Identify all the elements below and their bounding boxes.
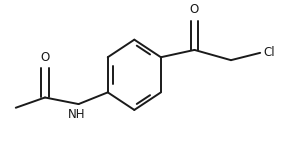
Text: O: O bbox=[190, 3, 199, 16]
Text: NH: NH bbox=[68, 108, 86, 121]
Text: O: O bbox=[40, 51, 50, 64]
Text: Cl: Cl bbox=[263, 46, 275, 59]
